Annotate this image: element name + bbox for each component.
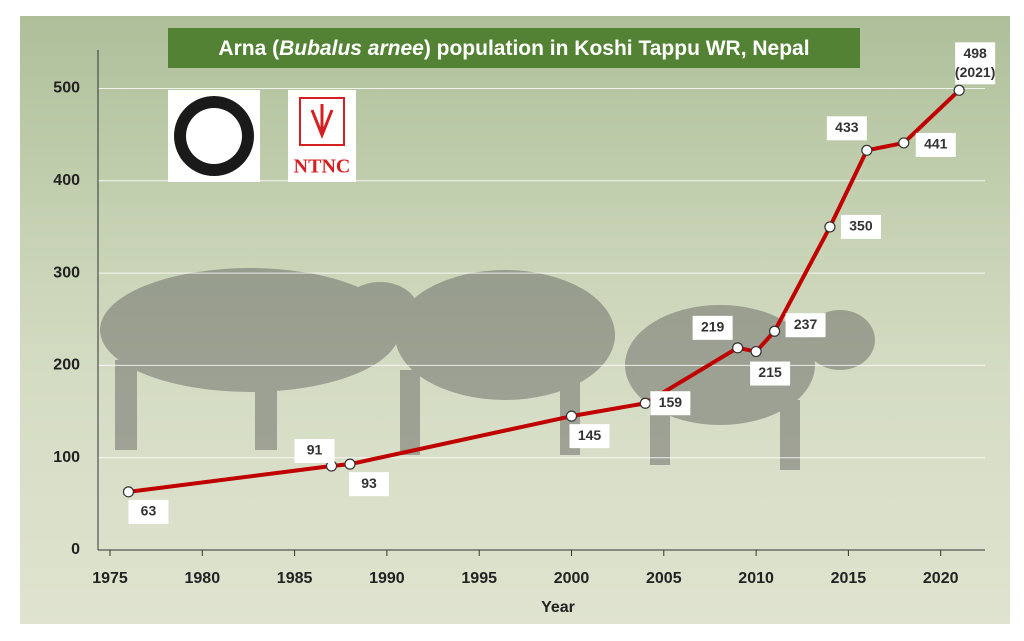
value-label: 91 [307, 442, 323, 458]
value-label-box [840, 214, 881, 239]
logo-emblem-inner [186, 108, 242, 164]
logo-text: NTNC [294, 156, 351, 178]
y-tick-label: 300 [53, 264, 80, 281]
value-label: 237 [794, 316, 818, 332]
y-tick-label: 0 [71, 541, 80, 558]
value-label-box [915, 132, 956, 157]
title-box [168, 28, 860, 68]
data-point [639, 397, 651, 409]
value-label-box [650, 391, 691, 416]
ntnc-emblem-mark [310, 104, 334, 140]
y-tick-label: 100 [53, 449, 80, 466]
value-label-box [569, 424, 610, 449]
x-axis-label: Year [541, 599, 575, 616]
value-label: 145 [578, 427, 602, 443]
x-tick-label: 1990 [369, 570, 405, 587]
value-label: 63 [141, 503, 157, 519]
annotation: (2021) [955, 64, 995, 80]
data-point [565, 410, 578, 422]
x-tick-label: 2015 [831, 570, 867, 587]
x-tick-label: 1985 [277, 570, 313, 587]
title-part: Bubalus arnee [279, 37, 424, 60]
value-label-box [128, 499, 169, 524]
data-point [861, 144, 873, 156]
value-label-box [785, 313, 826, 338]
value-label: 219 [701, 319, 725, 335]
data-point [750, 345, 762, 358]
x-tick-label: 1995 [461, 570, 497, 587]
title-part: Arna ( [218, 37, 279, 60]
x-tick-label: 1980 [185, 570, 221, 587]
data-point [898, 137, 910, 149]
value-label-box [294, 439, 335, 463]
data-point [953, 84, 965, 96]
value-label: 350 [849, 218, 873, 234]
ntnc-emblem [299, 97, 345, 146]
value-label-box [750, 361, 791, 386]
y-tick-label: 400 [53, 172, 80, 189]
x-tick-label: 1975 [92, 570, 128, 587]
title-part: ) population in Koshi Tappu WR, Nepal [424, 37, 810, 60]
value-label-box [348, 472, 389, 497]
buffalo-silhouettes [100, 268, 875, 470]
data-point [732, 342, 744, 354]
data-point [344, 458, 356, 470]
value-label: 159 [659, 394, 683, 410]
value-label: 441 [924, 136, 948, 152]
value-label-box [692, 315, 733, 340]
data-point [122, 486, 135, 498]
x-tick-label: 2020 [923, 570, 959, 587]
y-tick-label: 200 [53, 357, 80, 374]
value-label-box [955, 42, 996, 85]
value-label: 498 [963, 45, 987, 61]
y-tick-label: 500 [53, 80, 80, 97]
x-tick-label: 2005 [646, 570, 682, 587]
value-label: 433 [835, 119, 859, 135]
x-tick-label: 2000 [554, 570, 590, 587]
data-point [768, 325, 781, 337]
chart-title: Arna (Bubalus arnee) population in Koshi… [218, 37, 809, 60]
value-label-box [826, 116, 867, 141]
data-point [824, 221, 836, 233]
value-label: 93 [361, 475, 377, 491]
value-label: 215 [758, 364, 782, 380]
x-tick-label: 2010 [738, 570, 774, 587]
